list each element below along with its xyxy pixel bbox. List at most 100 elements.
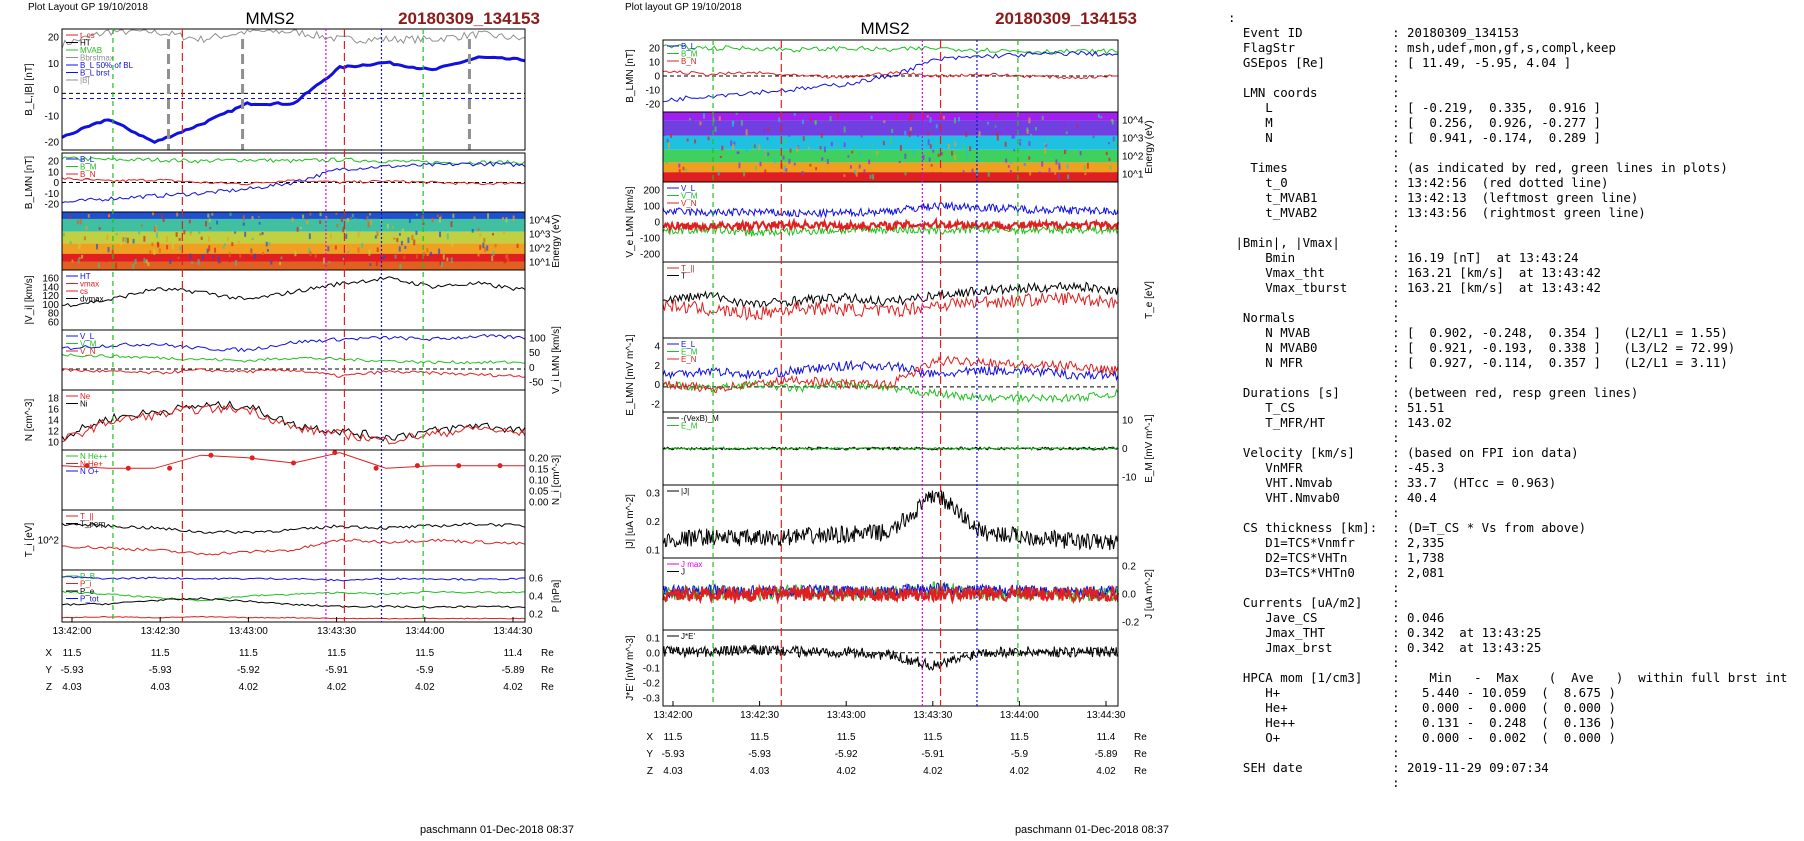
- spectrogram-speckle: [145, 259, 148, 264]
- spectrogram-speckle: [1035, 126, 1038, 131]
- em-trace: [662, 379, 1119, 404]
- ephemeris-value: 11.5: [664, 732, 683, 743]
- spectrogram-speckle: [403, 255, 406, 260]
- spectrogram-speckle: [188, 219, 191, 224]
- spectrogram-speckle: [376, 247, 379, 253]
- spectrogram-speckle: [735, 112, 738, 115]
- spectrogram-speckle: [802, 136, 805, 141]
- spectrogram-speckle: [969, 146, 972, 152]
- spectrogram-speckle: [1026, 127, 1029, 131]
- ephemeris-unit: Re: [541, 665, 554, 676]
- spectrogram-speckle: [1004, 141, 1007, 147]
- y-axis-label: J*E' [nW m^-3]: [625, 635, 636, 701]
- spectrogram-speckle: [1019, 142, 1022, 146]
- spectrogram-speckle: [351, 213, 354, 218]
- spectrogram-speckle: [1007, 165, 1010, 168]
- spectrogram-speckle: [233, 219, 236, 225]
- spectrogram-speckle: [814, 120, 817, 125]
- spectrogram-speckle: [401, 228, 404, 233]
- summary-line: Jmax_brst : 0.342 at 13:43:25: [1265, 640, 1542, 655]
- spectrogram-speckle: [200, 236, 203, 240]
- summary-line: M : [ 0.256, 0.926, -0.277 ]: [1265, 115, 1601, 130]
- spectrogram-speckle: [342, 226, 345, 229]
- y-axis-label: N_i [cm^-3]: [551, 455, 562, 505]
- spectrogram-speckle: [206, 248, 209, 254]
- spectrogram-speckle: [125, 237, 128, 243]
- electron-energy-spectrogram: [663, 112, 1118, 182]
- btotal-trace: [61, 29, 526, 49]
- spectrogram-speckle: [663, 133, 666, 137]
- spectrogram-speckle: [1013, 134, 1016, 139]
- ephemeris-value: 4.03: [663, 766, 683, 777]
- panel-frame: [61, 569, 526, 623]
- summary-line: L : [ -0.219, 0.335, 0.916 ]: [1265, 100, 1601, 115]
- spectrogram-speckle: [767, 127, 770, 132]
- spectrogram-speckle: [186, 245, 189, 251]
- he-pp-point: [249, 455, 255, 461]
- spectrogram-speckle: [665, 158, 668, 163]
- summary-line: T_MFR/HT : 143.02: [1265, 415, 1452, 430]
- spectrogram-speckle: [737, 151, 740, 154]
- ephemeris-value: 11.4: [504, 648, 523, 659]
- spectrogram-speckle: [363, 216, 366, 220]
- y-axis-label: B_LMN [nT]: [625, 49, 636, 103]
- spectrogram-speckle: [505, 254, 508, 261]
- spectrogram-speckle: [899, 144, 902, 151]
- spectrogram-speckle: [504, 258, 507, 263]
- spectrogram-speckle: [954, 117, 957, 124]
- spectrogram-speckle: [391, 226, 394, 229]
- spectrogram-speckle: [491, 232, 494, 236]
- ve-l-trace: [662, 200, 1119, 219]
- spectrogram-speckle: [774, 157, 777, 164]
- spectrogram-speckle: [922, 113, 925, 120]
- summary-line: Durations [s] : (between red, resp green…: [1242, 385, 1639, 400]
- spectrogram-speckle: [162, 218, 165, 223]
- spectrogram-speckle: [910, 113, 913, 120]
- vl-trace: [61, 334, 526, 353]
- y-tick-label: 18: [48, 394, 60, 405]
- spectrogram-speckle: [479, 233, 482, 238]
- spectrogram-band: [663, 172, 1118, 182]
- spectrogram-speckle: [882, 140, 885, 146]
- spectrogram-speckle: [719, 155, 722, 158]
- spectrogram-speckle: [1076, 124, 1079, 128]
- spectrogram-speckle: [143, 236, 146, 242]
- spectrogram-speckle: [764, 169, 767, 174]
- spectrogram-speckle: [442, 254, 445, 260]
- spectrogram-speckle: [996, 132, 999, 136]
- summary-line: N MVAB : [ 0.902, -0.248, 0.354 ] (L2/L1…: [1265, 325, 1728, 340]
- spectrogram-speckle: [151, 242, 154, 247]
- legend-label: cs: [80, 287, 88, 296]
- spectrogram-speckle: [147, 262, 150, 267]
- spectrogram-speckle: [108, 214, 111, 218]
- spectrogram-speckle: [789, 148, 792, 153]
- spectrogram-speckle: [1065, 147, 1068, 153]
- spectrogram-speckle: [506, 253, 509, 259]
- spectrogram-speckle: [368, 249, 371, 252]
- y-tick-label: 10^2: [38, 536, 60, 547]
- spectrogram-speckle: [216, 220, 219, 225]
- legend-label: V_N: [681, 199, 697, 208]
- plot1-event-title: 20180309_134153: [398, 9, 540, 28]
- spectrogram-speckle: [77, 258, 80, 264]
- y-tick-label: -10: [45, 189, 60, 200]
- spectrogram-speckle: [422, 222, 425, 226]
- spectrogram-speckle: [219, 259, 222, 264]
- spectrogram-speckle: [823, 146, 826, 153]
- y-tick-label: 10: [48, 438, 60, 449]
- spectrogram-speckle: [871, 143, 874, 147]
- spectrogram-speckle: [69, 215, 72, 219]
- ephemeris-value: 11.5: [837, 732, 856, 743]
- summary-line: SEH date : 2019-11-29 09:07:34: [1242, 760, 1549, 775]
- spectrogram-speckle: [237, 240, 240, 244]
- spectrogram-speckle: [707, 143, 710, 148]
- spectrogram-speckle: [79, 218, 82, 225]
- spectrogram-speckle: [793, 112, 796, 116]
- spectrogram-speckle: [717, 166, 720, 172]
- spectrogram-speckle: [76, 220, 79, 225]
- spectrogram-speckle: [855, 171, 858, 177]
- spectrogram-speckle: [927, 131, 930, 136]
- summary-line: D1=TCS*Vnmfr : 2,335: [1265, 535, 1445, 550]
- spectrogram-speckle: [1041, 161, 1044, 167]
- y-axis-label: N [cm^-3]: [24, 399, 35, 442]
